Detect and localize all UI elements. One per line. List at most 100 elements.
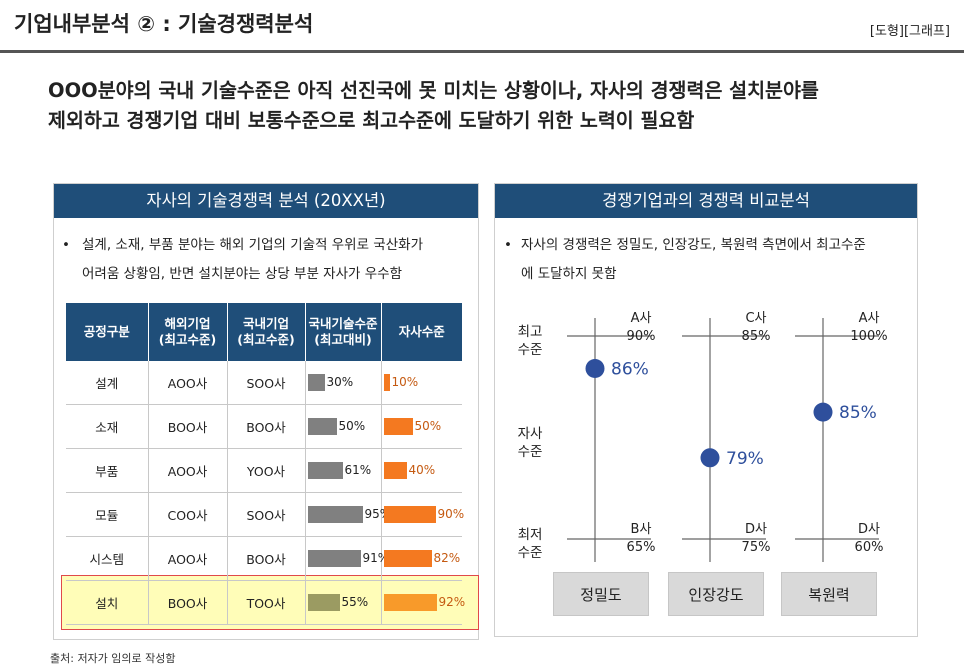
- table-cell-foreign: BOO사: [148, 580, 228, 625]
- own-level-bar: [383, 550, 432, 567]
- own-level-label: 40%: [408, 463, 436, 477]
- y-label-own: 자사 수준: [517, 426, 543, 460]
- tech-bullet-line-2: 어려움 상황임, 반면 설치분야는 상당 부분 자사가 우수함: [82, 266, 402, 282]
- table-cell-own-level: 92%: [381, 580, 465, 625]
- header-text: 국내기술수준: [308, 316, 378, 331]
- top-value-label: 90%: [627, 329, 656, 344]
- own-level-point: [585, 358, 605, 378]
- own-level-label: 82%: [433, 551, 461, 565]
- source-note: 출처: 저자가 임의로 작성함: [50, 652, 176, 665]
- own-level-bar: [383, 506, 436, 523]
- table-cell-own-level: 50%: [381, 404, 462, 449]
- table-cell-domestic-level: 61%: [305, 448, 382, 493]
- page-title: 기업내부분석 ② : 기술경쟁력분석: [14, 12, 314, 36]
- table-row: 설계 AOO사 SOO사 30% 10%: [66, 361, 462, 405]
- bottom-company-label: D사: [858, 522, 880, 537]
- table-cell-domestic: BOO사: [227, 404, 306, 449]
- category-label-2: 인장강도: [668, 572, 764, 616]
- top-company-label: A사: [859, 311, 880, 326]
- category-tag: [도형][그래프]: [869, 24, 950, 39]
- table-cell-domestic: YOO사: [227, 448, 306, 493]
- table-cell-process: 모듈: [66, 492, 149, 537]
- top-value-label: 85%: [742, 329, 771, 344]
- own-level-label: 92%: [438, 595, 466, 609]
- category-label-1: 정밀도: [553, 572, 649, 616]
- table-cell-domestic: SOO사: [227, 492, 306, 537]
- tech-panel-header: 자사의 기술경쟁력 분석 (20XX년): [54, 184, 478, 218]
- table-cell-foreign: AOO사: [148, 361, 228, 405]
- bottom-company-label: D사: [745, 522, 767, 537]
- competitor-comparison-panel: 경쟁기업과의 경쟁력 비교분석: [494, 183, 918, 637]
- table-cell-domestic: BOO사: [227, 536, 306, 581]
- table-header-cell: 국내기술수준 (최고대비): [305, 303, 382, 361]
- own-level-label: 86%: [611, 359, 649, 379]
- domestic-level-bar: [307, 374, 325, 391]
- tech-competitiveness-panel: 자사의 기술경쟁력 분석 (20XX년): [53, 183, 479, 640]
- own-level-label: 50%: [414, 419, 442, 433]
- own-level-point: [813, 402, 833, 422]
- domestic-level-bar: [307, 418, 337, 435]
- tech-table: 공정구분 해외기업 (최고수준) 국내기업 (최고수준) 국내기술수준 (최고대비) 자사수준…: [66, 303, 465, 625]
- table-row: 설치 BOO사 TOO사 55% 92%: [66, 580, 465, 625]
- table-cell-process: 소재: [66, 404, 149, 449]
- domestic-level-bar: [307, 550, 361, 567]
- bullet-dot-icon: •: [62, 237, 70, 253]
- own-level-point: [700, 448, 720, 468]
- table-cell-domestic-level: 55%: [305, 580, 382, 625]
- top-company-label: A사: [631, 311, 652, 326]
- y-label-bottom: 최저 수준: [517, 527, 543, 561]
- own-level-bar: [383, 374, 390, 391]
- table-cell-own-level: 40%: [381, 448, 462, 493]
- y-label-top: 최고 수준: [517, 324, 543, 358]
- header-text: (최고수준): [237, 332, 295, 347]
- table-row: 부품 AOO사 YOO사 61% 40%: [66, 448, 462, 493]
- comparison-chart: A사 90% B사 65% 86% C사 85% D사 75% 79% A사 100% D사 60% 85%: [567, 311, 888, 562]
- table-cell-own-level: 90%: [381, 492, 465, 537]
- table-cell-domestic-level: 95%: [305, 492, 391, 537]
- table-cell-own-level: 10%: [381, 361, 462, 405]
- domestic-level-label: 50%: [338, 419, 366, 433]
- table-cell-process: 설치: [66, 580, 149, 625]
- own-level-bar: [383, 462, 407, 479]
- headline-line-2: 제외하고 경쟁기업 대비 보통수준으로 최고수준에 도달하기 위한 노력이 필요…: [48, 109, 695, 132]
- top-value-label: 100%: [850, 329, 887, 344]
- table-row: 모듈 COO사 SOO사 95% 90%: [66, 492, 465, 537]
- table-header-cell: 자사수준: [381, 303, 462, 361]
- header-text: 자사수준: [398, 324, 445, 339]
- domestic-level-label: 55%: [341, 595, 369, 609]
- own-level-label: 90%: [437, 507, 465, 521]
- domestic-level-label: 30%: [326, 375, 354, 389]
- table-cell-own-level: 82%: [381, 536, 462, 581]
- header-text: 해외기업: [164, 316, 211, 331]
- bottom-value-label: 75%: [742, 540, 771, 555]
- own-level-bar: [383, 418, 413, 435]
- table-header-cell: 국내기업 (최고수준): [227, 303, 306, 361]
- own-level-bar: [383, 594, 437, 611]
- table-cell-domestic-level: 30%: [305, 361, 382, 405]
- own-level-label: 79%: [726, 449, 764, 469]
- table-cell-foreign: AOO사: [148, 448, 228, 493]
- table-body: 설계 AOO사 SOO사 30% 10% 소재 BOO사 BOO사 50% 50% 부품 AOO사 YO…: [66, 361, 465, 625]
- domestic-level-bar: [307, 594, 340, 611]
- title-divider: [0, 50, 964, 53]
- table-row: 소재 BOO사 BOO사 50% 50%: [66, 404, 462, 449]
- headline-line-1: OOO분야의 국내 기술수준은 아직 선진국에 못 미치는 상황이나, 자사의 …: [48, 79, 819, 102]
- header-text: 공정구분: [83, 324, 130, 339]
- bottom-company-label: B사: [631, 522, 652, 537]
- table-cell-foreign: AOO사: [148, 536, 228, 581]
- comparison-panel-header: 경쟁기업과의 경쟁력 비교분석: [495, 184, 917, 218]
- header-text: 국내기업: [242, 316, 289, 331]
- header-text: (최고대비): [314, 332, 372, 347]
- bottom-value-label: 65%: [627, 540, 656, 555]
- table-header-row: 공정구분 해외기업 (최고수준) 국내기업 (최고수준) 국내기술수준 (최고대비) 자사수준: [66, 303, 462, 361]
- table-header-cell: 공정구분: [66, 303, 149, 361]
- table-cell-domestic: SOO사: [227, 361, 306, 405]
- table-cell-process: 설계: [66, 361, 149, 405]
- bottom-value-label: 60%: [855, 540, 884, 555]
- table-cell-process: 부품: [66, 448, 149, 493]
- comparison-bullet-line-2: 에 도달하지 못함: [521, 266, 617, 282]
- table-cell-domestic: TOO사: [227, 580, 306, 625]
- table-header-cell: 해외기업 (최고수준): [148, 303, 228, 361]
- domestic-level-bar: [307, 462, 343, 479]
- header-text: (최고수준): [158, 332, 217, 347]
